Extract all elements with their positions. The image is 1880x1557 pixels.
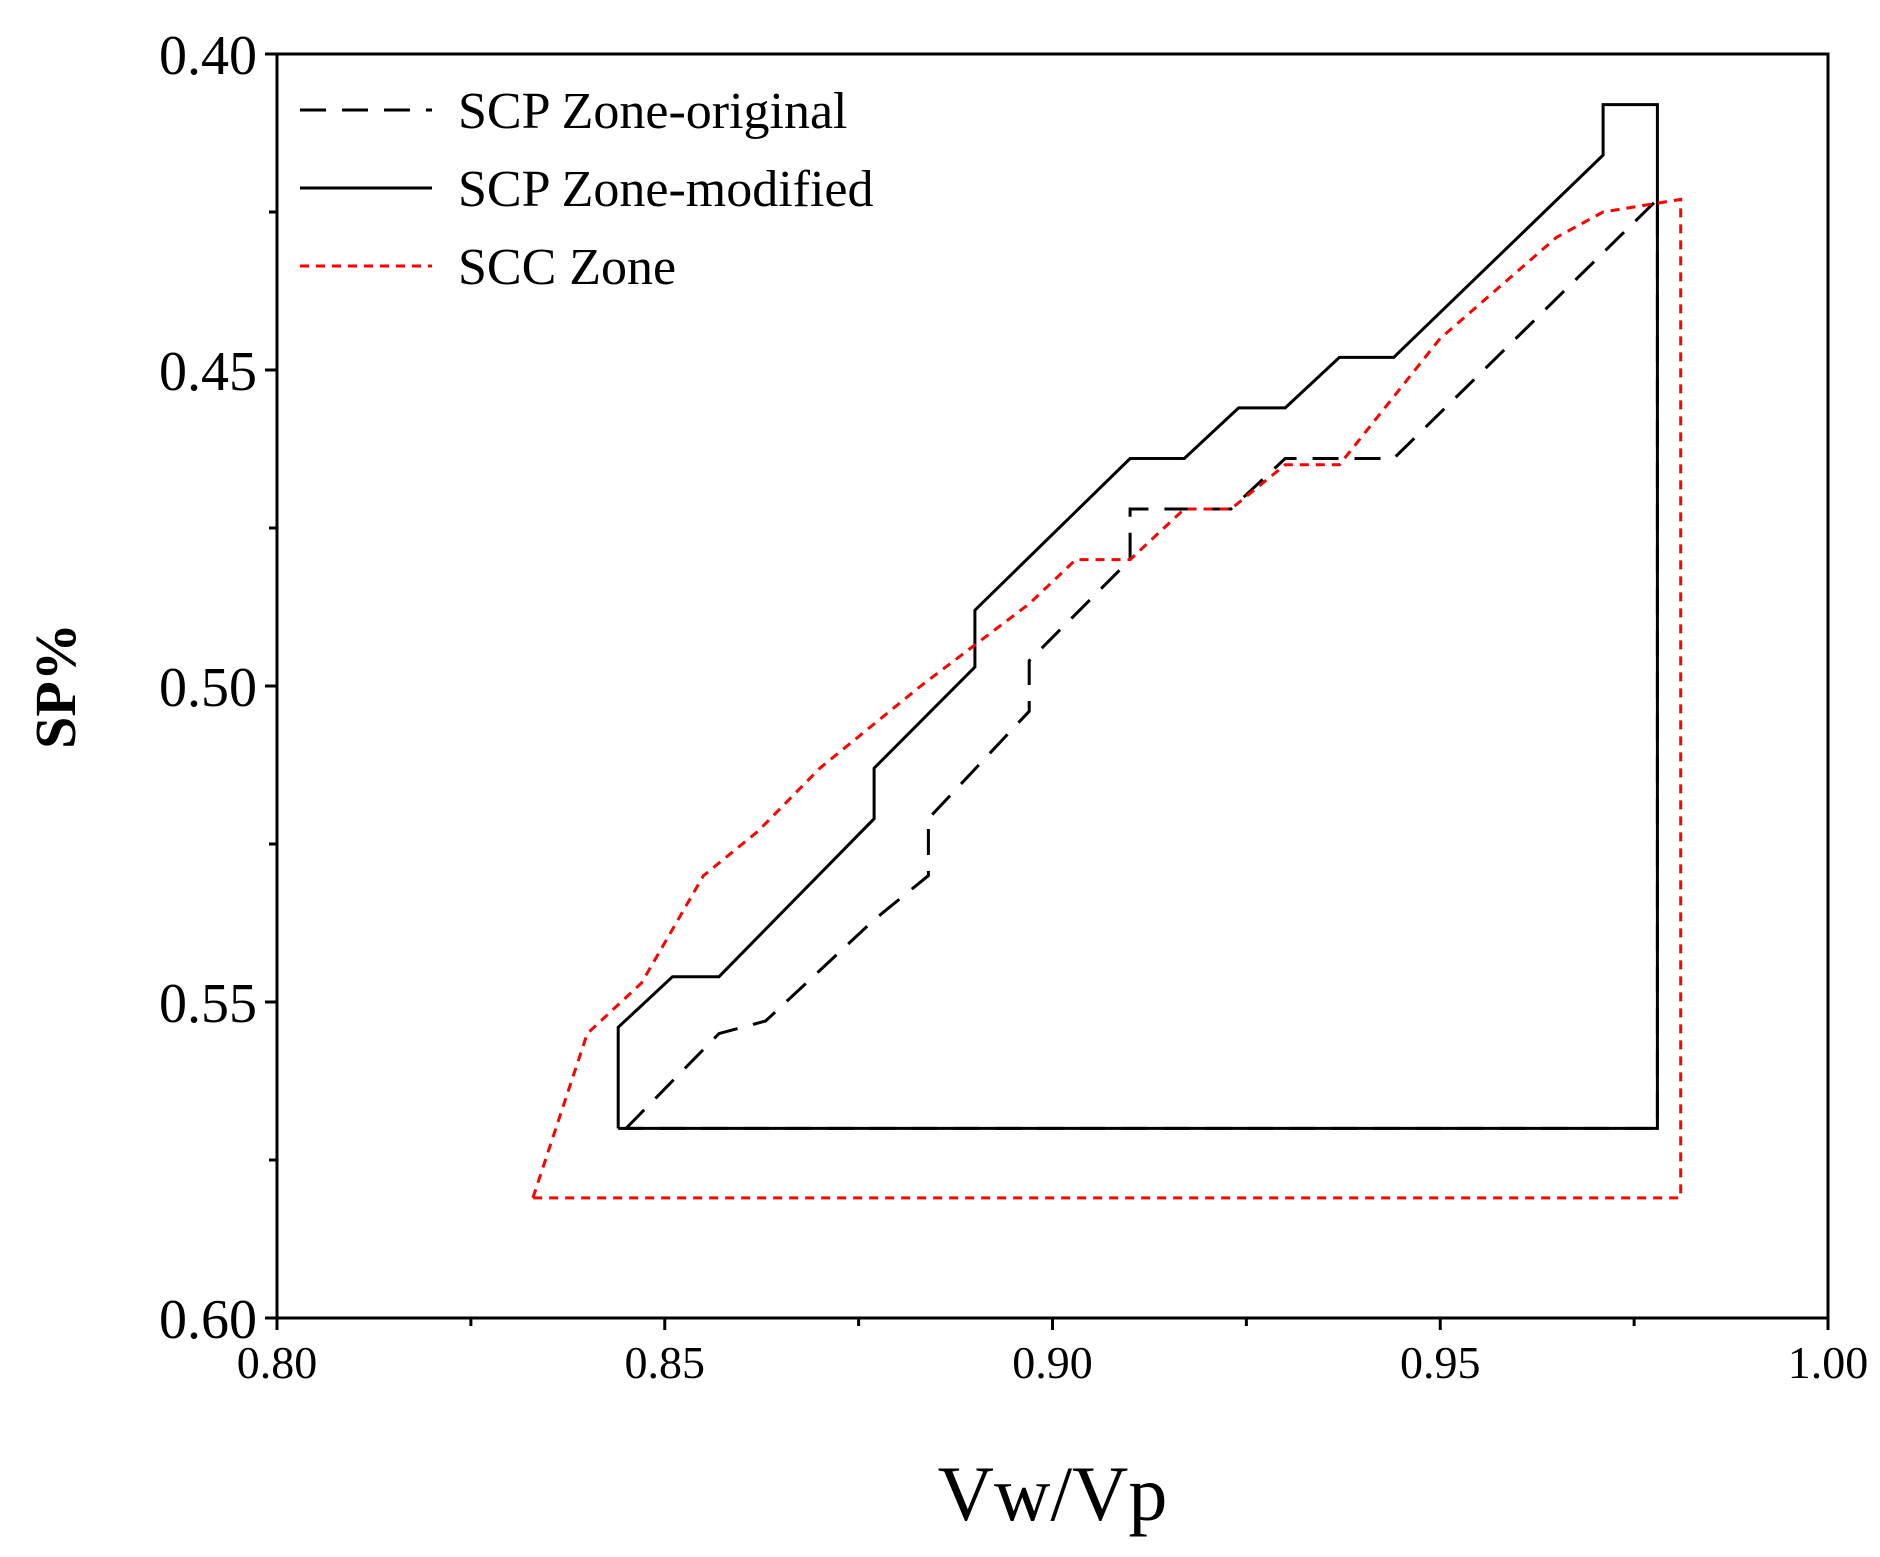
y-tick-label: 0.60 [159,1289,257,1351]
series-line-0 [624,195,1659,1130]
x-axis-title: Vw/Vp [938,1450,1168,1537]
legend-entry-scc: SCC Zone [300,239,676,296]
series-layer [531,103,1683,1200]
legend-entry-original: SCP Zone-original [300,83,848,140]
y-tick-label: 0.50 [159,657,257,719]
x-tick-label: 0.85 [625,1337,706,1388]
legend-label-original: SCP Zone-original [458,83,848,140]
x-tick-label: 0.90 [1012,1337,1093,1388]
x-tick-label: 0.80 [237,1337,318,1388]
series-line-1 [616,103,1659,1130]
legend: SCP Zone-original SCP Zone-modified SCC … [300,83,874,296]
legend-label-scc: SCC Zone [458,239,676,296]
legend-entry-modified: SCP Zone-modified [300,161,874,218]
legend-label-modified: SCP Zone-modified [458,161,874,218]
y-axis-title: SP% [23,623,88,749]
series-line-2 [531,197,1683,1200]
y-tick-label: 0.40 [159,25,257,87]
y-tick-label: 0.45 [159,341,257,403]
y-tick-label: 0.55 [159,973,257,1035]
x-tick-label: 0.95 [1400,1337,1481,1388]
x-tick-label: 1.00 [1788,1337,1869,1388]
tick-layer: 0.80 0.85 0.90 0.95 1.00 0.40 0.45 0.50 0.55 0.60 [159,25,1868,1388]
